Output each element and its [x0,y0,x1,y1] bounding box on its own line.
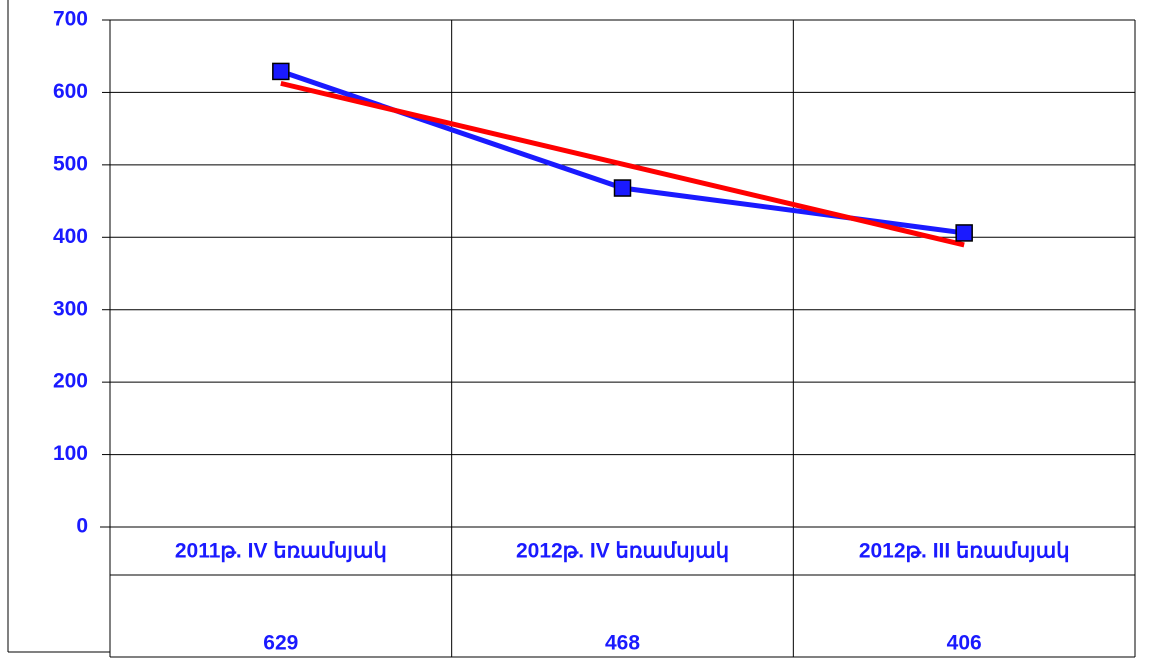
x-tick-label: 2011թ. IV եռամսյակ [175,540,387,563]
y-tick-label: 0 [76,515,88,538]
marker [613,179,632,197]
table-value: 406 [947,632,982,655]
trendline [280,80,965,248]
marker [955,224,973,242]
y-tick-label: 700 [53,8,88,31]
x-tick-label: 2012թ. III եռամսյակ [859,540,1070,563]
table-value: 468 [605,632,640,655]
y-tick-label: 100 [53,442,88,465]
y-tick-label: 300 [53,297,88,320]
y-tick-label: 200 [53,370,88,393]
y-tick-label: 500 [53,152,88,175]
table-value: 629 [263,632,298,655]
marker [272,62,290,81]
x-tick-label: 2012թ. IV եռամսյակ [516,540,729,563]
y-tick-label: 600 [53,80,88,103]
y-tick-label: 400 [53,225,88,248]
series-line [280,69,965,236]
